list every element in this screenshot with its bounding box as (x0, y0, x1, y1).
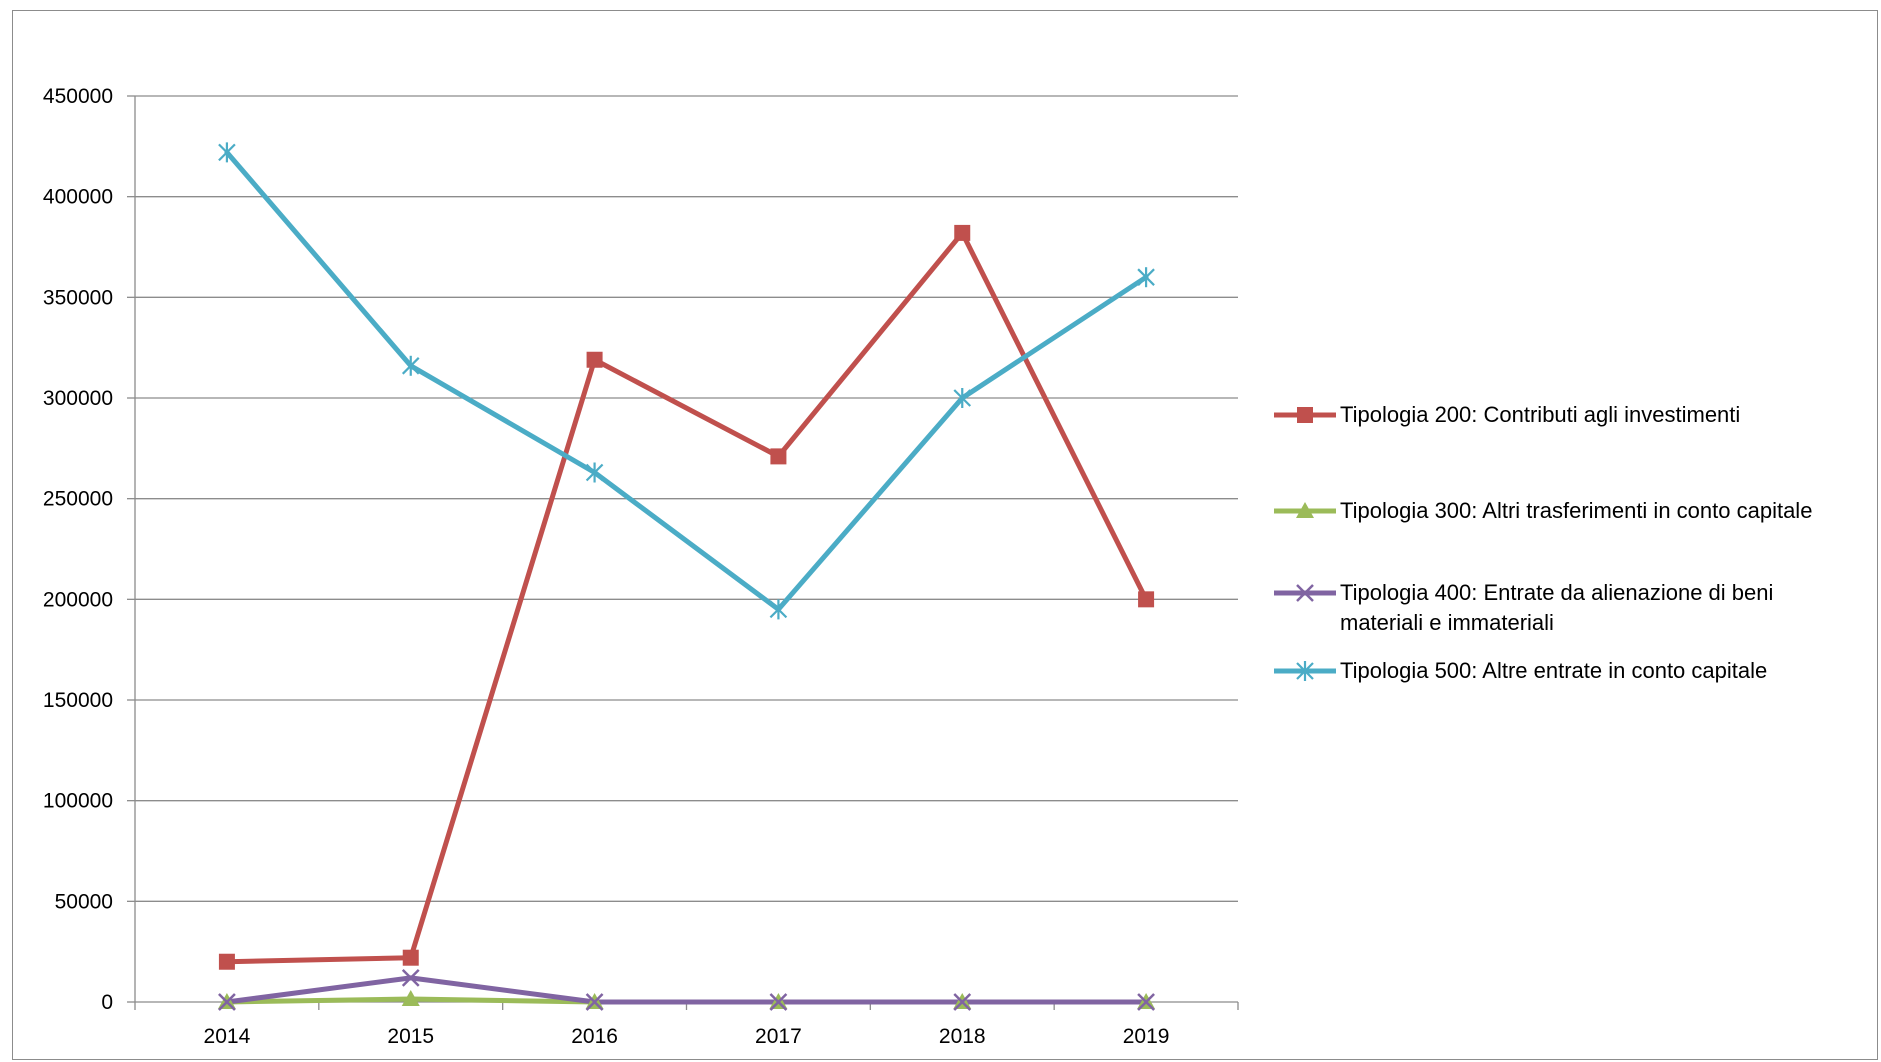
legend-key (1274, 584, 1336, 602)
gridlines (135, 95, 1238, 902)
data-point-marker (769, 993, 788, 1011)
legend-label: Tipologia 400: Entrate da alienazione di… (1340, 580, 1774, 635)
chart-frame (12, 10, 1878, 1060)
series-line-2 (224, 975, 1149, 1005)
data-point-marker (401, 989, 420, 1006)
y-tick-label: 300000 (43, 387, 113, 410)
x-tick-label: 2018 (939, 1025, 986, 1048)
y-tick-label: 100000 (43, 790, 113, 813)
y-tick-label: 350000 (43, 286, 113, 309)
data-point-marker (585, 462, 604, 483)
legend-key (1274, 407, 1336, 423)
series-line-3 (224, 149, 1149, 612)
data-point-marker (769, 599, 788, 620)
x-tick-label: 2016 (571, 1025, 618, 1048)
x-tick-label: 2015 (387, 1025, 434, 1048)
data-point-marker (586, 351, 603, 368)
y-tick-label: 450000 (43, 85, 113, 108)
legend-item: Tipologia 300: Altri trasferimenti in co… (1270, 496, 1812, 526)
x-tick-label: 2019 (1123, 1025, 1170, 1048)
legend-key (1274, 661, 1336, 681)
y-axis-tick-labels: 0 50000 100000 150000 200000 250000 300000 3500… (43, 85, 113, 1014)
legend-marker (1296, 661, 1314, 681)
legend-marker (1296, 584, 1314, 602)
data-point-marker (218, 953, 235, 970)
data-point-marker (401, 355, 420, 376)
x-tick-label: 2017 (755, 1025, 802, 1048)
data-point-marker (953, 993, 972, 1011)
data-point-marker (1138, 591, 1155, 608)
data-point-marker (770, 448, 787, 465)
series-lines (224, 149, 1149, 1005)
y-tick-label: 250000 (43, 488, 113, 511)
legend-marker (1296, 502, 1314, 518)
legend-key (1274, 502, 1336, 518)
data-point-marker (1137, 267, 1155, 288)
data-point-marker (401, 968, 420, 987)
series-line-0 (224, 230, 1149, 965)
y-tick-label: 150000 (43, 689, 113, 712)
data-point-marker (1137, 993, 1155, 1011)
series-markers (217, 142, 1156, 1011)
x-axis-tick-labels: 2014 2015 2016 2017 2018 2019 (204, 1025, 1170, 1048)
legend-label: Tipologia 300: Altri trasferimenti in co… (1340, 498, 1813, 523)
y-tick-label: 400000 (43, 186, 113, 209)
legend-item: Tipologia 500: Altre entrate in conto ca… (1270, 656, 1767, 686)
data-point-marker (954, 224, 971, 241)
legend-item: Tipologia 400: Entrate da alienazione di… (1270, 578, 1840, 638)
legend-label: Tipologia 500: Altre entrate in conto ca… (1340, 658, 1768, 683)
data-point-marker (953, 388, 972, 408)
x-tick-label: 2014 (204, 1025, 251, 1048)
y-tick-label: 200000 (43, 588, 113, 611)
data-point-marker (218, 993, 236, 1011)
legend-label: Tipologia 200: Contributi agli investime… (1340, 402, 1741, 427)
legend-marker (1297, 407, 1313, 423)
y-tick-label: 50000 (55, 890, 113, 913)
data-point-marker (585, 993, 604, 1011)
legend-item: Tipologia 200: Contributi agli investime… (1270, 400, 1740, 430)
y-tick-label: 0 (101, 991, 113, 1014)
data-point-marker (218, 142, 236, 163)
data-point-marker (402, 949, 419, 966)
